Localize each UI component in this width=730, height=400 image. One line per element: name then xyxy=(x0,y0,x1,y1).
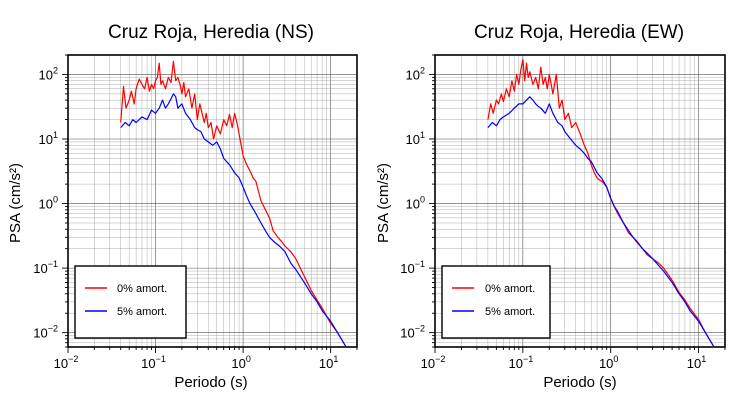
grid xyxy=(67,54,358,348)
chart-panel-ew: Cruz Roja, Heredia (EW) 10−2 10−1 100 10110… xyxy=(375,22,726,391)
chart-title: Cruz Roja, Heredia (EW) xyxy=(474,22,684,43)
x-tick-label: 100 xyxy=(231,354,250,371)
chart-title: Cruz Roja, Heredia (NS) xyxy=(108,22,314,43)
x-tick-label: 10−2 xyxy=(421,354,446,371)
legend-box xyxy=(74,265,187,339)
series-line-0 xyxy=(120,60,347,348)
plot-frame xyxy=(434,54,726,348)
legend-box xyxy=(441,265,551,339)
y-tick-label: 102 xyxy=(39,65,58,82)
legend-label-0: 0% amort. xyxy=(485,283,535,295)
legend: 0% amort. 5% amort. xyxy=(441,265,551,339)
series-line-1 xyxy=(487,96,715,348)
y-axis-label: PSA (cm/s²) xyxy=(375,163,392,243)
y-tick-label: 101 xyxy=(39,130,58,147)
series-line-0 xyxy=(487,58,715,348)
chart-panel-ns: Cruz Roja, Heredia (NS) 10−2 10−1 100 10110… xyxy=(7,22,358,391)
series-group xyxy=(120,60,347,348)
y-tick-label: 10−2 xyxy=(400,324,425,341)
y-tick-label: 10−1 xyxy=(400,259,425,276)
plot-frame xyxy=(67,54,358,348)
x-tick-label: 10−1 xyxy=(141,354,166,371)
y-tick-label: 10−1 xyxy=(33,259,58,276)
x-tick-label: 101 xyxy=(687,354,706,371)
axis-ticks: 10−2 10−1 100 101 10−2 10−1 100 101 102 xyxy=(33,54,358,371)
legend-label-0: 0% amort. xyxy=(117,283,167,295)
x-tick-label: 10−2 xyxy=(54,354,79,371)
y-tick-label: 102 xyxy=(406,65,425,82)
y-tick-label: 100 xyxy=(39,195,58,212)
x-tick-label: 10−1 xyxy=(508,354,533,371)
axis-ticks: 10−2 10−1 100 101 10−2 10−1 100 101 102 xyxy=(400,54,726,371)
y-axis-label: PSA (cm/s²) xyxy=(7,163,24,243)
y-tick-label: 100 xyxy=(406,195,425,212)
x-axis-label: Periodo (s) xyxy=(543,374,616,391)
legend: 0% amort. 5% amort. xyxy=(74,265,187,339)
y-tick-label: 10−2 xyxy=(33,324,58,341)
series-line-1 xyxy=(120,93,347,348)
x-tick-label: 100 xyxy=(599,354,618,371)
legend-label-1: 5% amort. xyxy=(485,306,535,318)
series-group xyxy=(487,58,715,348)
y-tick-label: 101 xyxy=(406,130,425,147)
legend-label-1: 5% amort. xyxy=(117,306,167,318)
x-tick-label: 101 xyxy=(319,354,338,371)
x-axis-label: Periodo (s) xyxy=(174,374,247,391)
